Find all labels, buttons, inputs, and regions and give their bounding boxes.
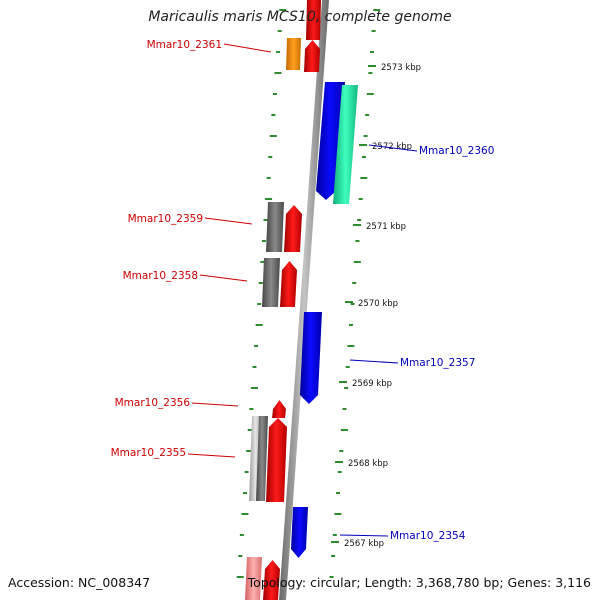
- gene-arrow-red: [304, 40, 320, 72]
- gene-label: Mmar10_2358: [123, 270, 198, 282]
- genome-backbone: [279, 0, 329, 600]
- gene-block-gray: [266, 202, 284, 252]
- kbp-scale: 2573 kbp 2572 kbp 2571 kbp 2570 kbp 2569 kbp…: [331, 63, 421, 549]
- gene-arrow-blue: [291, 507, 308, 558]
- gene-leader-line: [223, 43, 272, 53]
- gene-block-gray-narrow: [256, 416, 268, 501]
- gene-label: Mmar10_2361: [147, 39, 222, 51]
- gene-arrow-red: [266, 418, 287, 502]
- gene-arrow-red: [284, 205, 302, 252]
- gene-arrow-blue: [316, 82, 345, 200]
- gene-label: Mmar10_2360: [419, 145, 494, 157]
- gene-block-orange: [286, 38, 301, 70]
- gene-block-teal: [333, 85, 358, 204]
- scale-tick-label: 2567 kbp: [344, 539, 384, 549]
- gene-arrow-red: [280, 261, 297, 307]
- gene-block-gray: [262, 258, 280, 307]
- scale-tick-label: 2569 kbp: [352, 379, 392, 389]
- gene-leader-line: [191, 402, 239, 407]
- accession-text: Accession: NC_008347: [8, 575, 151, 590]
- gene-label: Mmar10_2354: [390, 530, 466, 542]
- gene-leader-line: [199, 274, 248, 282]
- gene-arrow-red-top: [306, 0, 321, 40]
- gene-labels: Mmar10_2361 Mmar10_2360 Mmar10_2359 Mmar10_…: [111, 39, 495, 542]
- genome-title: Maricaulis maris MCS10, complete genome: [148, 9, 452, 25]
- gene-block-pink: [245, 557, 262, 600]
- gene-leader-line: [349, 359, 399, 364]
- scale-tick-label: 2572 kbp: [372, 142, 412, 152]
- gene-leader-line: [339, 534, 389, 537]
- gc-dots-right: [329, 9, 381, 578]
- gene-arrow-red-small: [272, 400, 286, 418]
- summary-text: Topology: circular; Length: 3,368,780 bp…: [247, 575, 591, 590]
- gene-leader-line: [368, 144, 418, 152]
- gene-arrow-red: [263, 560, 280, 600]
- gene-label: Mmar10_2356: [115, 397, 191, 409]
- gene-features: [245, 0, 358, 600]
- gene-leader-line: [204, 217, 253, 225]
- gene-arrow-blue: [300, 312, 322, 404]
- gene-leader-line: [187, 453, 236, 458]
- gene-label: Mmar10_2359: [128, 213, 203, 225]
- scale-tick-label: 2573 kbp: [381, 63, 421, 73]
- gene-label: Mmar10_2355: [111, 447, 186, 459]
- scale-tick-label: 2570 kbp: [358, 299, 398, 309]
- gene-label: Mmar10_2357: [400, 357, 475, 369]
- scale-tick-label: 2571 kbp: [366, 222, 406, 232]
- scale-tick-label: 2568 kbp: [348, 459, 388, 469]
